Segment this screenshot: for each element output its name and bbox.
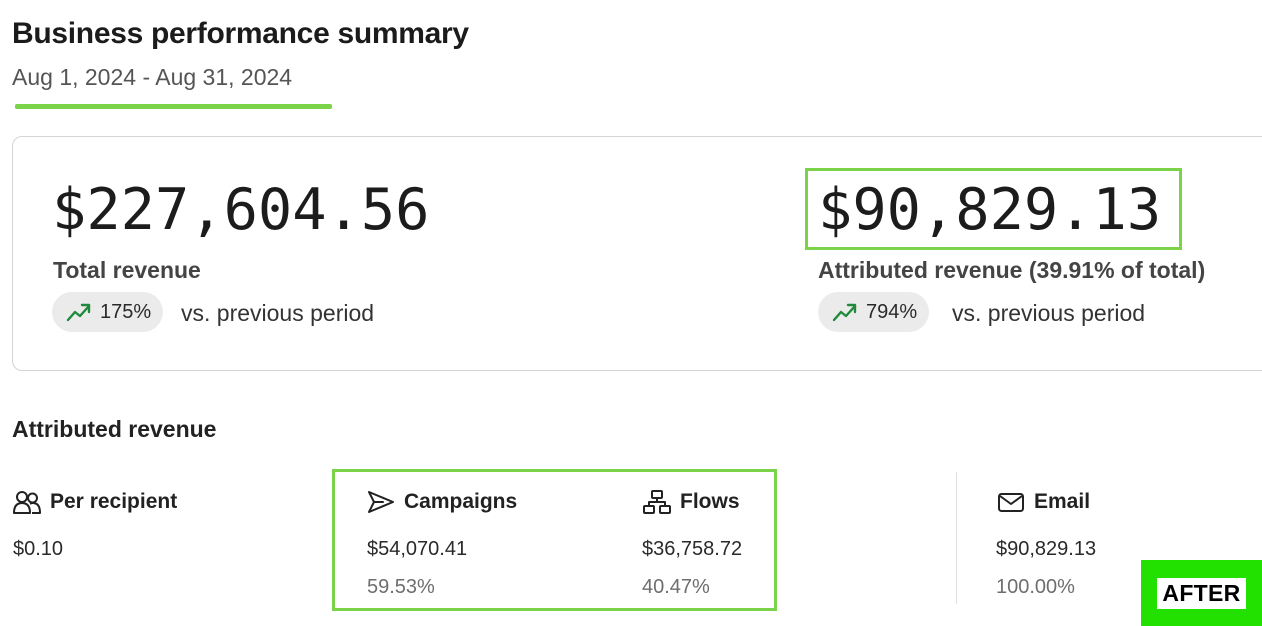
email-label: Email (1034, 490, 1091, 513)
email-header[interactable]: Email (996, 489, 1090, 515)
per-recipient-value: $0.10 (13, 538, 64, 560)
after-badge: AFTER (1141, 560, 1262, 626)
attributed-change-value: 794% (866, 300, 918, 323)
campaigns-value: $54,070.41 (367, 538, 468, 560)
total-revenue-value: $227,604.56 (52, 177, 430, 243)
trending-up-icon (832, 303, 857, 322)
attributed-revenue-value: $90,829.13 (818, 177, 1162, 243)
attributed-change-badge: 794% (818, 292, 930, 332)
date-range-underline (15, 104, 332, 109)
flows-header[interactable]: Flows (642, 489, 740, 515)
email-value: $90,829.13 (996, 538, 1097, 560)
attributed-value-highlight (805, 168, 1182, 250)
total-change-value: 175% (100, 300, 152, 323)
campaigns-label: Campaigns (404, 490, 518, 513)
summary-card (12, 136, 1262, 371)
flow-diagram-icon (643, 490, 671, 514)
email-percent: 100.00% (996, 576, 1075, 598)
campaigns-percent: 59.53% (367, 576, 435, 598)
per-recipient-label: Per recipient (50, 490, 178, 513)
flows-value: $36,758.72 (642, 538, 743, 560)
attributed-comparison-text: vs. previous period (952, 300, 1146, 326)
date-range-selector[interactable]: Aug 1, 2024 - Aug 31, 2024 (12, 64, 293, 90)
channels-highlight (332, 469, 777, 611)
mail-icon (998, 493, 1024, 512)
per-recipient-header: Per recipient (12, 489, 177, 515)
column-divider (956, 472, 957, 604)
flows-label: Flows (680, 490, 740, 513)
total-change-badge: 175% (52, 292, 164, 332)
users-icon (13, 491, 41, 514)
campaigns-header[interactable]: Campaigns (366, 489, 517, 515)
total-comparison-text: vs. previous period (181, 300, 375, 326)
attributed-revenue-label: Attributed revenue (39.91% of total) (818, 257, 1206, 283)
send-icon (368, 491, 394, 513)
flows-percent: 40.47% (642, 576, 710, 598)
after-badge-label: AFTER (1157, 577, 1246, 609)
attributed-revenue-section-title: Attributed revenue (12, 416, 217, 442)
page-title: Business performance summary (12, 17, 469, 50)
total-revenue-label: Total revenue (53, 257, 201, 283)
trending-up-icon (66, 303, 91, 322)
